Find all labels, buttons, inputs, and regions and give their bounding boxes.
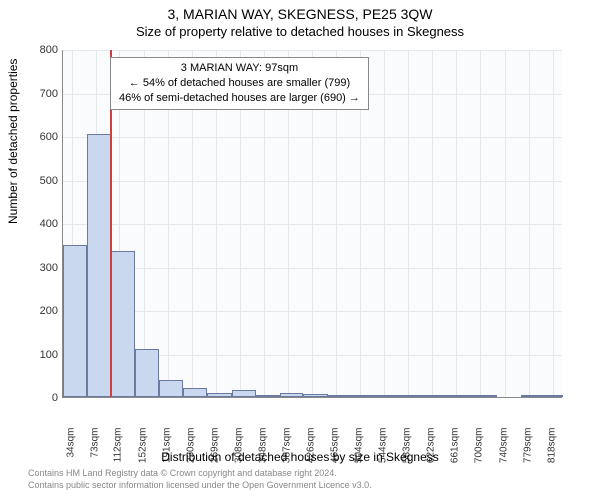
y-tick-label: 400: [30, 218, 58, 230]
footer-line: Contains public sector information licen…: [28, 480, 372, 492]
histogram-bar: [400, 395, 425, 397]
histogram-bar: [472, 395, 497, 397]
histogram-bar: [159, 380, 183, 397]
histogram-bar: [376, 395, 400, 397]
chart-plot-area: 3 MARIAN WAY: 97sqm← 54% of detached hou…: [62, 50, 562, 398]
annotation-line: ← 54% of detached houses are smaller (79…: [119, 76, 360, 91]
histogram-bar: [183, 388, 207, 397]
chart-subtitle: Size of property relative to detached ho…: [0, 22, 600, 39]
y-tick-label: 200: [30, 305, 58, 317]
y-tick-label: 700: [30, 88, 58, 100]
annotation-line: 46% of semi-detached houses are larger (…: [119, 91, 360, 106]
histogram-bar: [280, 393, 304, 397]
grid-line-v: [529, 50, 530, 397]
histogram-bar: [448, 395, 472, 397]
histogram-bar: [63, 245, 87, 397]
grid-line-v: [456, 50, 457, 397]
y-axis-label: Number of detached properties: [6, 59, 20, 224]
page-title: 3, MARIAN WAY, SKEGNESS, PE25 3QW: [0, 0, 600, 22]
annotation-box: 3 MARIAN WAY: 97sqm← 54% of detached hou…: [110, 57, 369, 110]
histogram-bar: [424, 395, 448, 397]
footer-attribution: Contains HM Land Registry data © Crown c…: [28, 468, 372, 491]
grid-line-v: [408, 50, 409, 397]
histogram-bar: [256, 395, 280, 397]
histogram-bar: [111, 251, 136, 397]
y-tick-label: 100: [30, 349, 58, 361]
histogram-bar: [352, 395, 376, 397]
y-tick-label: 300: [30, 262, 58, 274]
histogram-bar: [207, 393, 232, 397]
grid-line-v: [553, 50, 554, 397]
y-tick-label: 500: [30, 175, 58, 187]
footer-line: Contains HM Land Registry data © Crown c…: [28, 468, 372, 480]
histogram-bar: [303, 394, 328, 397]
grid-line-v: [432, 50, 433, 397]
histogram-bar: [135, 349, 159, 397]
annotation-line: 3 MARIAN WAY: 97sqm: [119, 61, 360, 76]
histogram-bar: [232, 390, 256, 397]
histogram-bar: [87, 134, 111, 397]
x-axis-label: Distribution of detached houses by size …: [0, 450, 600, 464]
histogram-bar: [545, 395, 563, 397]
grid-line-v: [384, 50, 385, 397]
y-tick-label: 600: [30, 131, 58, 143]
grid-line-v: [505, 50, 506, 397]
histogram-bar: [521, 395, 545, 397]
histogram-bar: [328, 395, 352, 397]
y-tick-label: 800: [30, 44, 58, 56]
grid-line-v: [480, 50, 481, 397]
y-tick-label: 0: [30, 392, 58, 404]
